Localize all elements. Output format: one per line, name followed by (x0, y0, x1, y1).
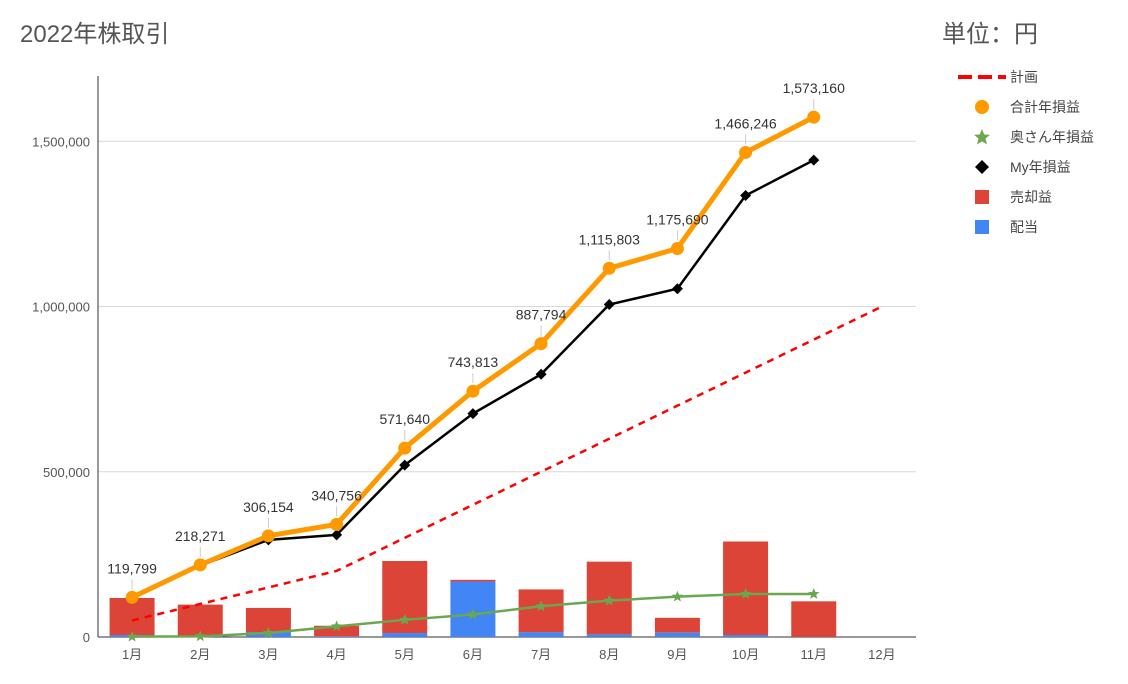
x-tick-label: 1月 (122, 647, 142, 662)
marker-circle (125, 590, 139, 604)
legend-label: 売却益 (1010, 189, 1052, 205)
x-tick-label: 3月 (258, 647, 278, 662)
marker-diamond (535, 368, 547, 380)
data-label: 119,799 (107, 560, 157, 576)
legend-item-my[interactable]: My年損益 (958, 152, 1094, 182)
marker-diamond (808, 154, 820, 166)
x-tick-label: 6月 (463, 647, 483, 662)
bar-sale-profit (791, 601, 837, 637)
bar-dividend (586, 634, 632, 637)
marker-star (194, 630, 206, 642)
bar-sale-profit (518, 589, 564, 633)
legend-label: My年損益 (1010, 159, 1071, 175)
bar-dividend (723, 635, 769, 637)
x-tick-label: 7月 (531, 647, 551, 662)
square-swatch-icon (958, 217, 1006, 237)
bar-sale-profit (450, 579, 496, 582)
marker-star (808, 588, 820, 599)
legend: 計画 合計年損益 奥さん年損益 My年損益 売却益 配当 (958, 62, 1094, 242)
marker-star (126, 630, 138, 642)
marker-diamond (603, 299, 615, 311)
marker-star (467, 608, 479, 620)
data-label: 743,813 (448, 354, 499, 370)
marker-star (535, 600, 547, 612)
marker-circle (670, 241, 684, 255)
marker-circle (466, 384, 480, 398)
data-label: 1,175,690 (646, 211, 708, 227)
legend-label: 計画 (1010, 69, 1038, 85)
diamond-marker-icon (958, 157, 1006, 177)
marker-circle (261, 529, 275, 543)
data-label: 1,115,803 (579, 231, 640, 247)
data-label: 218,271 (175, 528, 226, 544)
legend-label: 合計年損益 (1010, 99, 1080, 115)
dashed-line-icon (958, 67, 1006, 87)
marker-star (399, 613, 411, 625)
marker-circle (739, 145, 753, 159)
x-tick-label: 4月 (326, 647, 346, 662)
unit-label: 単位：円 (942, 21, 1038, 48)
legend-item-wife[interactable]: 奥さん年損益 (958, 122, 1094, 152)
marker-circle (193, 558, 207, 572)
legend-label: 奥さん年損益 (1010, 129, 1094, 145)
marker-star (262, 627, 275, 638)
marker-star (330, 620, 343, 632)
y-tick-label: 500,000 (43, 465, 90, 480)
legend-item-sale-profit[interactable]: 売却益 (958, 182, 1094, 212)
x-tick-label: 8月 (599, 647, 619, 662)
bar-dividend (382, 633, 428, 637)
chart-title: 2022年株取引 (20, 21, 170, 48)
star-marker-icon (958, 127, 1006, 147)
data-label: 571,640 (379, 411, 430, 427)
bar-sale-profit (654, 617, 700, 633)
x-tick-label: 11月 (801, 647, 828, 662)
marker-diamond (331, 529, 343, 541)
data-label: 1,573,160 (783, 80, 845, 96)
marker-circle (330, 517, 344, 531)
y-tick-label: 1,000,000 (32, 300, 90, 315)
legend-label: 配当 (1010, 219, 1038, 235)
data-label: 306,154 (243, 499, 294, 515)
bar-sale-profit (314, 625, 360, 637)
marker-circle (807, 110, 821, 124)
marker-diamond (740, 190, 752, 202)
marker-star (739, 588, 752, 599)
marker-star (603, 594, 615, 606)
marker-star (671, 590, 684, 602)
bar-dividend (314, 636, 360, 637)
legend-item-dividend[interactable]: 配当 (958, 212, 1094, 242)
x-tick-label: 5月 (395, 647, 415, 662)
x-tick-label: 12月 (868, 647, 895, 662)
x-tick-label: 10月 (732, 647, 759, 662)
y-tick-label: 0 (83, 630, 90, 645)
data-label: 887,794 (516, 307, 567, 323)
marker-diamond (399, 459, 411, 471)
marker-circle (534, 337, 548, 351)
data-label: 340,756 (311, 487, 362, 503)
x-tick-label: 9月 (667, 647, 687, 662)
y-tick-label: 1,500,000 (32, 134, 90, 149)
legend-item-plan[interactable]: 計画 (958, 62, 1094, 92)
legend-item-total[interactable]: 合計年損益 (958, 92, 1094, 122)
marker-circle (602, 261, 616, 275)
series-line-plan (131, 305, 883, 622)
marker-circle (398, 441, 412, 455)
x-tick-label: 2月 (190, 647, 210, 662)
marker-diamond (671, 283, 683, 295)
bar-dividend (654, 632, 700, 637)
bar-dividend (518, 632, 564, 637)
marker-diamond (467, 408, 479, 420)
square-swatch-icon (958, 187, 1006, 207)
circle-marker-icon (958, 97, 1006, 117)
data-label: 1,466,246 (714, 115, 776, 131)
